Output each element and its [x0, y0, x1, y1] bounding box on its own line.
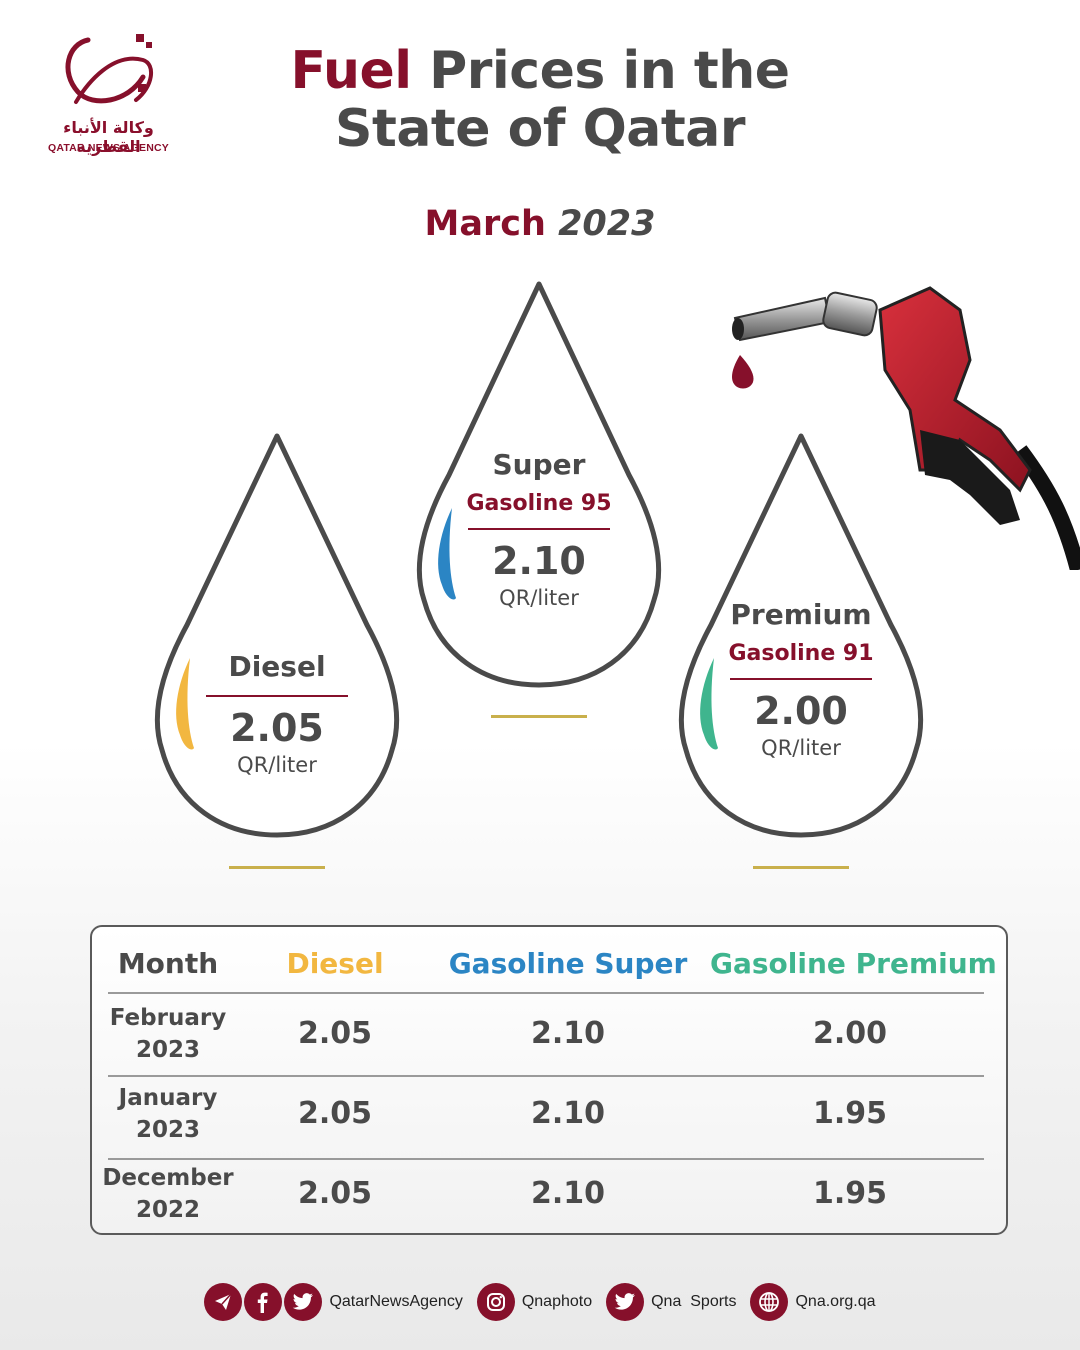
social-label: Qna Sports [651, 1293, 737, 1310]
subtitle-year: 2023 [558, 204, 656, 244]
cell-diesel: 2.05 [297, 1016, 373, 1051]
social-qna-sports[interactable]: Qna Sports [606, 1283, 736, 1321]
social-label: Qnaphoto [521, 1293, 593, 1310]
social-label: Qna.org.qa [795, 1293, 876, 1310]
cell-month: January 2023 [98, 1082, 238, 1146]
cell-premium: 1.95 [812, 1096, 888, 1131]
cell-super: 2.10 [530, 1176, 606, 1211]
cell-diesel: 2.05 [297, 1176, 373, 1211]
cell-premium: 1.95 [812, 1176, 888, 1211]
cell-premium: 2.00 [812, 1016, 888, 1051]
gold-divider [491, 715, 587, 718]
globe-icon[interactable] [750, 1283, 789, 1321]
month-name: December [102, 1165, 234, 1191]
page-title: Fuel Prices in the State of Qatar [240, 42, 840, 158]
row-divider [108, 1075, 984, 1077]
header-super: Gasoline Super [448, 947, 688, 980]
drop-subtitle: Gasoline 95 [466, 491, 612, 516]
twitter-icon[interactable] [606, 1283, 645, 1321]
row-divider [108, 1158, 984, 1160]
title-line2: State of Qatar [335, 99, 745, 159]
telegram-icon[interactable] [204, 1283, 243, 1321]
header-premium: Gasoline Premium [710, 947, 997, 980]
month-name: February [109, 1005, 227, 1031]
drop-price: 2.00 [754, 689, 848, 733]
social-label: QatarNewsAgency [329, 1293, 463, 1310]
table-row: January 2023 2.05 2.10 1.95 [92, 1082, 1006, 1162]
drop-name: Super [492, 448, 586, 481]
fuel-drop-outline-icon [154, 433, 400, 838]
table-row: December 2022 2.05 2.10 1.95 [92, 1162, 1006, 1242]
fuel-drop-outline-icon [416, 281, 662, 688]
price-history-table: Month Diesel Gasoline Super Gasoline Pre… [90, 925, 1008, 1235]
cell-month: February 2023 [98, 1002, 238, 1066]
date-subtitle: March 2023 [340, 204, 740, 244]
facebook-icon[interactable] [244, 1283, 283, 1321]
drop-diesel: Diesel 2.05 QR/liter [152, 430, 402, 840]
drop-premium: Premium Gasoline 91 2.00 QR/liter [676, 430, 926, 840]
drop-price: 2.05 [230, 706, 324, 750]
instagram-icon[interactable] [476, 1283, 515, 1321]
social-website[interactable]: Qna.org.qa [750, 1283, 876, 1321]
drop-super: Super Gasoline 95 2.10 QR/liter [414, 280, 664, 690]
title-accent: Fuel [290, 41, 413, 101]
subtitle-month: March [424, 204, 546, 244]
cell-diesel: 2.05 [297, 1096, 373, 1131]
drop-name: Premium [730, 598, 872, 631]
fuel-drop-outline-icon [678, 433, 924, 838]
social-qatarnewsagency[interactable]: QatarNewsAgency [204, 1283, 463, 1321]
divider [730, 678, 872, 680]
month-year: 2023 [135, 1117, 200, 1143]
title-line1: Prices in the [411, 41, 790, 101]
drop-unit: QR/liter [237, 753, 317, 777]
drop-subtitle: Gasoline 91 [728, 641, 874, 666]
divider [206, 695, 348, 697]
table-header: Month Diesel Gasoline Super Gasoline Pre… [92, 947, 1006, 987]
cell-super: 2.10 [530, 1016, 606, 1051]
twitter-icon[interactable] [284, 1283, 323, 1321]
header-month: Month [117, 947, 219, 980]
month-year: 2022 [135, 1197, 200, 1223]
gold-divider [753, 866, 849, 869]
cell-super: 2.10 [530, 1096, 606, 1131]
header-diesel: Diesel [286, 947, 384, 980]
month-year: 2023 [135, 1037, 200, 1063]
qna-emblem-icon [65, 34, 153, 104]
qna-logo: وكالة الأنباء القطرية QATAR NEWS AGENCY [36, 32, 181, 162]
cell-month: December 2022 [98, 1162, 238, 1226]
row-divider [108, 992, 984, 994]
fuel-nozzle-icon [732, 286, 1080, 570]
logo-english-name: QATAR NEWS AGENCY [47, 142, 170, 154]
logo-arabic-name: وكالة الأنباء القطرية [63, 118, 154, 156]
drop-unit: QR/liter [499, 586, 579, 610]
month-name: January [118, 1085, 218, 1111]
divider [468, 528, 610, 530]
social-qnaphoto[interactable]: Qnaphoto [476, 1283, 593, 1321]
drop-name: Diesel [228, 650, 326, 683]
drop-unit: QR/liter [761, 736, 841, 760]
table-row: February 2023 2.05 2.10 2.00 [92, 1002, 1006, 1082]
gold-divider [229, 866, 325, 869]
drop-price: 2.10 [492, 539, 586, 583]
social-footer: QatarNewsAgency Qnaphoto Qna Sports Qna.… [0, 1280, 1080, 1324]
